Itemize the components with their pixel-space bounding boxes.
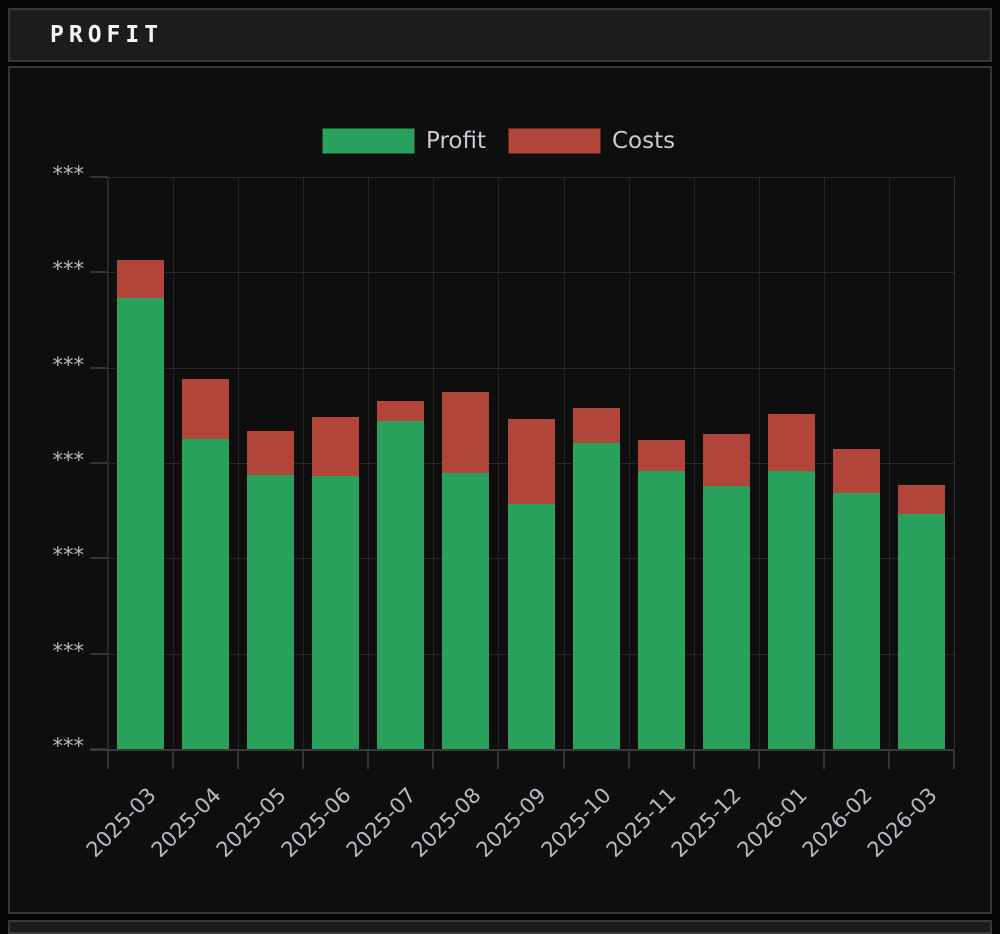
- gridline-vertical: [433, 177, 435, 749]
- x-tick-label-2025-12: 2025-12: [667, 783, 747, 863]
- left-spine: [107, 177, 108, 749]
- bar-costs-2025-12: [702, 434, 750, 486]
- bar-profit-2025-10: [572, 442, 620, 749]
- bar-profit-2025-03: [117, 298, 165, 749]
- gridline-vertical: [498, 177, 500, 749]
- gridline-horizontal: [108, 177, 954, 178]
- chart-legend: Profit Costs: [322, 126, 675, 156]
- right-spine: [954, 177, 955, 749]
- bar-profit-2026-02: [832, 492, 880, 749]
- bar-profit-2025-11: [637, 470, 685, 749]
- gridline-vertical: [303, 177, 305, 749]
- bar-costs-2025-06: [312, 417, 360, 477]
- legend-label-costs: Costs: [612, 128, 676, 154]
- y-tick-label: ***: [52, 162, 85, 186]
- bar-costs-2025-03: [117, 259, 165, 299]
- y-tick-label: ***: [52, 448, 85, 472]
- bar-profit-2026-01: [767, 470, 815, 749]
- bar-costs-2025-10: [572, 407, 620, 443]
- bar-costs-2026-01: [767, 414, 815, 471]
- x-tick-label-2025-10: 2025-10: [537, 783, 617, 863]
- chart-panel: [8, 66, 992, 914]
- x-axis-tick: [822, 750, 825, 769]
- x-axis-tick: [627, 750, 630, 769]
- gridline-vertical: [368, 177, 370, 749]
- x-tick-label-2025-07: 2025-07: [341, 783, 421, 863]
- x-tick-label-2025-04: 2025-04: [146, 783, 226, 863]
- gridline-horizontal: [108, 367, 954, 369]
- bar-profit-2025-09: [507, 503, 555, 749]
- x-axis-tick: [237, 750, 240, 769]
- gridline-vertical: [563, 177, 565, 749]
- x-axis-tick: [432, 750, 435, 769]
- panel-title: PROFIT: [50, 22, 164, 48]
- y-axis-tick: [90, 176, 108, 178]
- x-tick-label-2026-02: 2026-02: [797, 783, 877, 863]
- x-tick-label-2026-01: 2026-01: [732, 783, 812, 863]
- y-axis-tick: [90, 652, 108, 655]
- legend-swatch-profit: [322, 128, 415, 154]
- bar-costs-2025-08: [442, 392, 490, 473]
- x-axis-line: [90, 749, 954, 751]
- x-tick-label-2025-11: 2025-11: [602, 783, 682, 863]
- bar-costs-2025-05: [247, 430, 295, 476]
- y-axis-tick: [90, 557, 108, 560]
- bar-costs-2026-03: [897, 484, 945, 515]
- gridline-vertical: [758, 177, 760, 749]
- y-tick-label: ***: [52, 352, 85, 377]
- x-tick-label-2025-08: 2025-08: [406, 783, 486, 863]
- gridline-horizontal: [108, 272, 954, 274]
- gridline-vertical: [888, 177, 890, 749]
- y-tick-label: ***: [52, 543, 85, 568]
- bar-profit-2025-07: [377, 421, 425, 749]
- x-axis-tick: [497, 750, 500, 769]
- gridline-vertical: [173, 177, 175, 749]
- bar-profit-2026-03: [897, 514, 945, 749]
- bar-costs-2025-09: [507, 419, 555, 504]
- x-tick-label-2025-03: 2025-03: [81, 783, 161, 863]
- y-tick-label: ***: [52, 638, 85, 663]
- x-tick-label-2026-03: 2026-03: [862, 783, 942, 863]
- x-axis-tick: [692, 750, 695, 769]
- y-axis-tick: [90, 462, 108, 464]
- bar-costs-2026-02: [832, 448, 880, 493]
- x-tick-label-2025-06: 2025-06: [276, 783, 356, 863]
- gridline-vertical: [238, 177, 240, 749]
- x-axis-tick: [172, 750, 175, 769]
- x-tick-label-2025-05: 2025-05: [211, 783, 291, 863]
- x-tick-label-2025-09: 2025-09: [471, 783, 551, 863]
- gridline-vertical: [693, 177, 695, 749]
- bar-profit-2025-06: [312, 476, 360, 749]
- gridline-vertical: [628, 177, 630, 749]
- y-tick-label: ***: [52, 257, 85, 282]
- bar-profit-2025-12: [702, 485, 750, 749]
- bar-costs-2025-04: [182, 379, 230, 440]
- legend-swatch-costs: [508, 128, 601, 154]
- y-axis-tick: [90, 366, 108, 369]
- gridline-vertical: [823, 177, 825, 749]
- y-axis-tick: [90, 271, 108, 274]
- x-axis-tick: [562, 750, 565, 769]
- x-axis-tick: [367, 750, 370, 769]
- y-tick-label: ***: [52, 734, 85, 758]
- x-axis-tick: [757, 750, 760, 769]
- bar-profit-2025-08: [442, 472, 490, 749]
- x-axis-tick: [107, 750, 109, 769]
- x-axis-tick: [887, 750, 890, 769]
- legend-label-profit: Profit: [426, 128, 486, 154]
- bar-costs-2025-11: [637, 440, 685, 471]
- panel-header: PROFIT: [8, 8, 992, 62]
- bar-profit-2025-04: [182, 439, 230, 749]
- x-axis-tick: [953, 750, 955, 769]
- bar-profit-2025-05: [247, 475, 295, 749]
- x-axis-tick: [302, 750, 305, 769]
- bar-costs-2025-07: [377, 401, 425, 422]
- gridline-vertical: [108, 177, 109, 749]
